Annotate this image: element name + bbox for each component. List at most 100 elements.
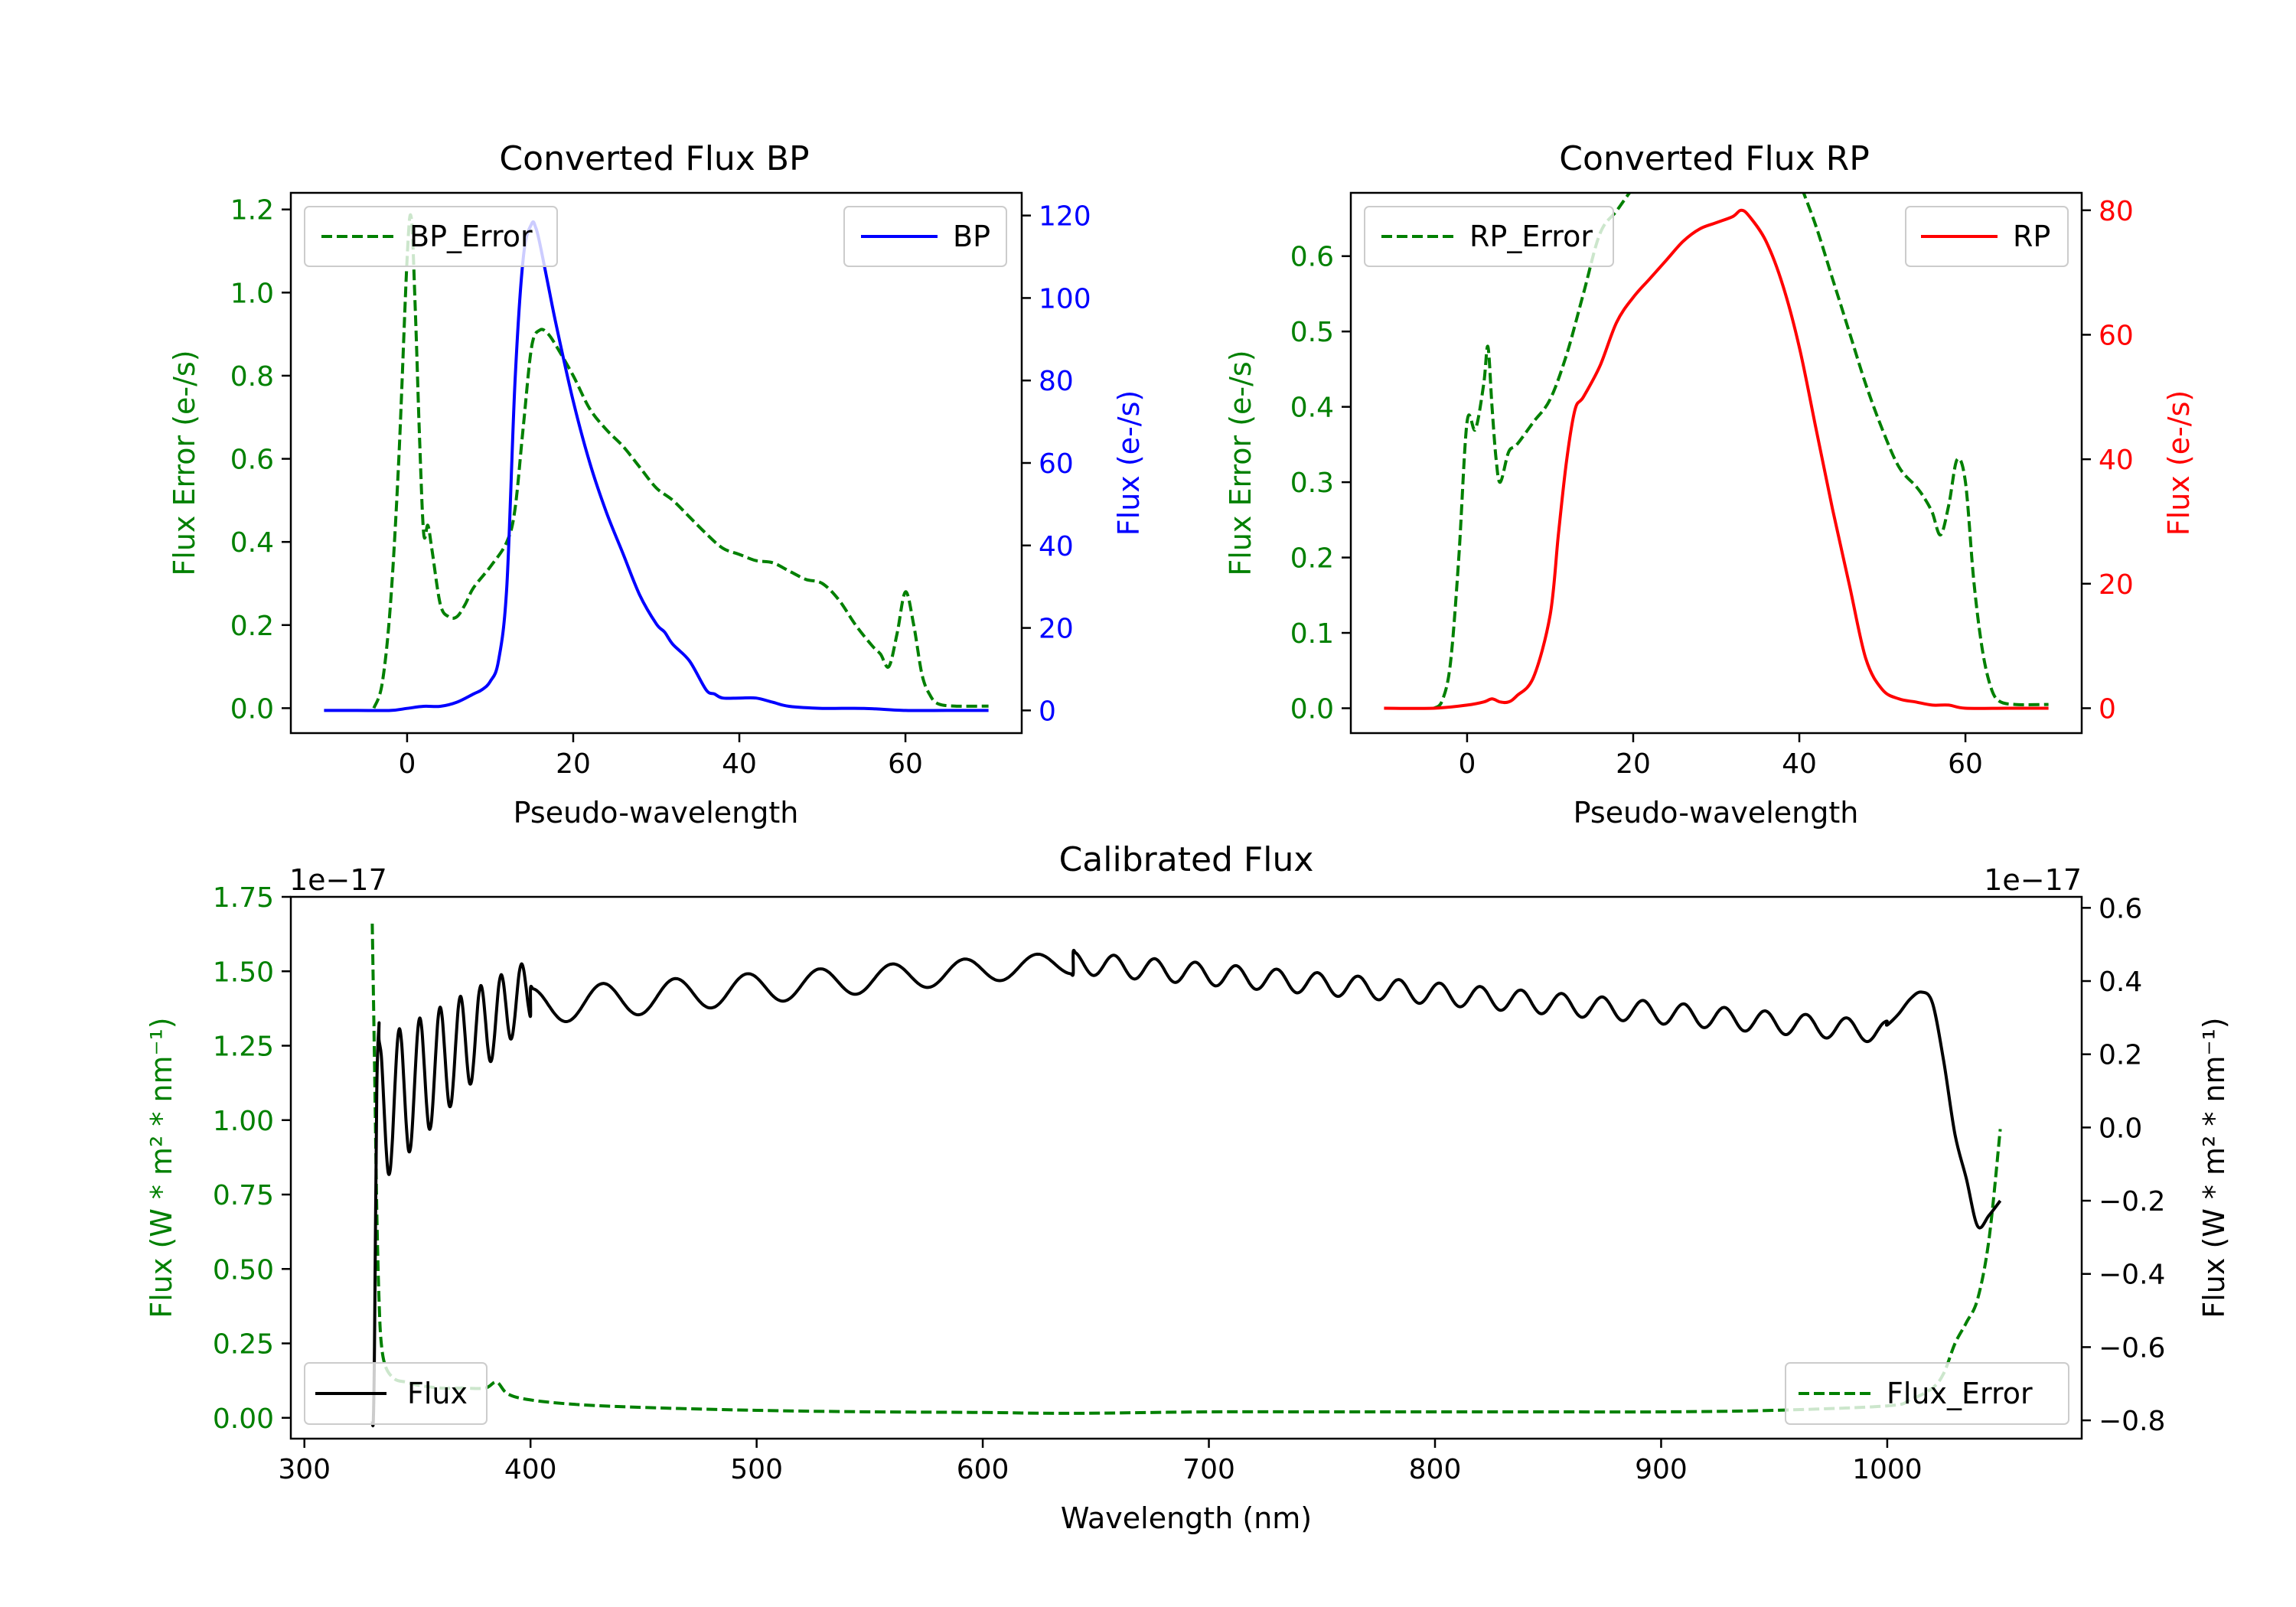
rp-ytick-left-label: 0.0 bbox=[1290, 694, 1334, 725]
bp-ytick-left-label: 1.2 bbox=[230, 195, 274, 227]
cal-axes-frame bbox=[289, 895, 2083, 1440]
bp-series-bp bbox=[324, 220, 989, 712]
cal-xtick-label: 600 bbox=[957, 1454, 1009, 1485]
rp-xlabel: Pseudo-wavelength bbox=[1574, 796, 1859, 830]
bp-ylabel-left: Flux Error (e-/s) bbox=[168, 350, 201, 575]
cal-ytick-left-label: 1.75 bbox=[213, 882, 274, 914]
bp-ytick-right-label: 40 bbox=[1039, 531, 1074, 562]
cal-ytick-right-label: −0.6 bbox=[2099, 1332, 2165, 1364]
rp-ytick-left-label: 0.1 bbox=[1290, 618, 1334, 650]
bp-ytick-left-label: 0.4 bbox=[230, 527, 274, 559]
bp-ytick-right-label: 80 bbox=[1039, 366, 1074, 397]
bp-legend-error-box bbox=[304, 206, 558, 267]
cal-ytick-right-label: 0.6 bbox=[2099, 893, 2142, 924]
rp-axes-frame bbox=[1349, 191, 2083, 735]
cal-ytick-right-label: −0.8 bbox=[2099, 1406, 2165, 1437]
cal-ytick-left-label: 0.75 bbox=[213, 1180, 274, 1211]
bp-ytick-left-label: 0.2 bbox=[230, 611, 274, 642]
cal-legend-error: Flux_Error bbox=[1785, 1362, 2069, 1425]
bp-xtick-label: 40 bbox=[722, 748, 757, 780]
rp-legend-error-box bbox=[1364, 206, 1614, 267]
cal-legend-error-box bbox=[1785, 1362, 2069, 1425]
bp-legend-error: BP_Error bbox=[304, 206, 558, 267]
bp-ytick-left-label: 1.0 bbox=[230, 278, 274, 309]
bp-ticks: 0 20 40 60 0.0 0.2 0.4 0.6 0.8 1.0 1.2 0 20 40 60 80 100… bbox=[230, 195, 1091, 780]
cal-xtick-label: 300 bbox=[278, 1454, 331, 1485]
bp-plot-series bbox=[324, 213, 989, 712]
rp-legend-error-label: RP_Error bbox=[1469, 220, 1593, 253]
rp-ytick-left-label: 0.5 bbox=[1290, 317, 1334, 348]
rp-xtick-label: 0 bbox=[1458, 748, 1476, 780]
cal-legend-flux-box bbox=[304, 1362, 488, 1425]
bp-legend-error-label: BP_Error bbox=[409, 220, 533, 253]
rp-ytick-right-label: 40 bbox=[2099, 445, 2134, 476]
panel-bp: Converted Flux BP 0 20 40 60 0.0 0.2 0.4 0.6 0.8… bbox=[168, 139, 1146, 830]
rp-ytick-left-label: 0.4 bbox=[1290, 393, 1334, 424]
bp-series-bp-error bbox=[372, 213, 989, 709]
rp-ytick-right-label: 0 bbox=[2099, 693, 2116, 725]
cal-legend-flux: Flux bbox=[304, 1362, 488, 1425]
rp-series-rp-error bbox=[1433, 193, 2049, 710]
bp-axes-frame bbox=[289, 191, 1023, 735]
cal-offset-left: 1e−17 bbox=[289, 863, 387, 897]
cal-xtick-label: 700 bbox=[1182, 1454, 1235, 1485]
rp-xtick-label: 40 bbox=[1782, 748, 1817, 780]
panel-rp: Converted Flux RP 0 20 40 60 0.0 0.1 0.2 0.3 0.4… bbox=[1224, 139, 2196, 830]
cal-ytick-right-label: 0.0 bbox=[2099, 1113, 2142, 1144]
cal-legend-flux-label: Flux bbox=[407, 1377, 468, 1410]
cal-xtick-label: 500 bbox=[730, 1454, 783, 1485]
cal-title: Calibrated Flux bbox=[1059, 840, 1314, 879]
rp-series-rp bbox=[1384, 208, 2049, 710]
cal-series-flux bbox=[370, 948, 2002, 1428]
bp-ytick-right-label: 0 bbox=[1039, 696, 1056, 727]
bp-ytick-left-label: 0.6 bbox=[230, 445, 274, 476]
cal-ytick-left-label: 1.00 bbox=[213, 1106, 274, 1137]
panel-calibrated: Calibrated Flux 1e−17 1e−17 300 400 500 600… bbox=[145, 840, 2231, 1535]
bp-title: Converted Flux BP bbox=[499, 139, 809, 178]
bp-ylabel-right: Flux (e-/s) bbox=[1112, 390, 1146, 536]
rp-ytick-left-label: 0.3 bbox=[1290, 468, 1334, 499]
cal-ytick-left-label: 0.50 bbox=[213, 1254, 274, 1286]
cal-ticks: 300 400 500 600 700 800 900 1000 0.00 0.25 0.50 0.7… bbox=[213, 882, 2166, 1485]
rp-xtick-label: 60 bbox=[1948, 748, 1983, 780]
cal-xtick-label: 800 bbox=[1409, 1454, 1462, 1485]
cal-ytick-left-label: 0.25 bbox=[213, 1329, 274, 1361]
rp-ylabel-right: Flux (e-/s) bbox=[2162, 390, 2196, 536]
cal-ytick-left-label: 1.25 bbox=[213, 1032, 274, 1063]
rp-xtick-label: 20 bbox=[1616, 748, 1651, 780]
bp-xtick-label: 0 bbox=[398, 748, 416, 780]
rp-plot-series bbox=[1384, 193, 2049, 710]
bp-ytick-left-label: 0.0 bbox=[230, 693, 274, 725]
rp-legend-flux-label: RP bbox=[2013, 220, 2050, 253]
cal-xlabel: Wavelength (nm) bbox=[1061, 1501, 1312, 1535]
cal-plot-series bbox=[370, 923, 2002, 1428]
rp-legend-flux: RP bbox=[1905, 206, 2069, 267]
bp-ytick-left-label: 0.8 bbox=[230, 361, 274, 393]
bp-legend-flux-label: BP bbox=[953, 220, 990, 253]
rp-ytick-right-label: 20 bbox=[2099, 569, 2134, 601]
cal-offset-right: 1e−17 bbox=[1984, 863, 2082, 897]
bp-xtick-label: 20 bbox=[556, 748, 591, 780]
cal-ylabel-left: Flux (W * m² * nm⁻¹) bbox=[145, 1017, 178, 1318]
bp-ytick-right-label: 20 bbox=[1039, 614, 1074, 645]
rp-title: Converted Flux RP bbox=[1559, 139, 1870, 178]
bp-ytick-right-label: 60 bbox=[1039, 448, 1074, 480]
bp-ytick-right-label: 120 bbox=[1039, 201, 1091, 233]
cal-ytick-right-label: −0.4 bbox=[2099, 1260, 2165, 1291]
cal-ytick-right-label: 0.4 bbox=[2099, 966, 2142, 998]
rp-ylabel-left: Flux Error (e-/s) bbox=[1224, 350, 1257, 575]
cal-series-flux-error bbox=[370, 923, 2002, 1415]
cal-legend-error-label: Flux_Error bbox=[1887, 1377, 2033, 1410]
cal-ytick-right-label: −0.2 bbox=[2099, 1186, 2165, 1217]
rp-ytick-right-label: 60 bbox=[2099, 320, 2134, 351]
cal-ytick-right-label: 0.2 bbox=[2099, 1040, 2142, 1071]
bp-xtick-label: 60 bbox=[888, 748, 923, 780]
rp-ticks: 0 20 40 60 0.0 0.1 0.2 0.3 0.4 0.5 0.6 0 20 40 60 80 bbox=[1290, 196, 2134, 780]
rp-ytick-right-label: 80 bbox=[2099, 196, 2134, 227]
rp-ytick-left-label: 0.6 bbox=[1290, 242, 1334, 273]
bp-xlabel: Pseudo-wavelength bbox=[514, 796, 799, 830]
cal-ylabel-right: Flux (W * m² * nm⁻¹) bbox=[2197, 1017, 2231, 1318]
bp-legend-flux: BP bbox=[843, 206, 1007, 267]
cal-xtick-label: 900 bbox=[1635, 1454, 1688, 1485]
